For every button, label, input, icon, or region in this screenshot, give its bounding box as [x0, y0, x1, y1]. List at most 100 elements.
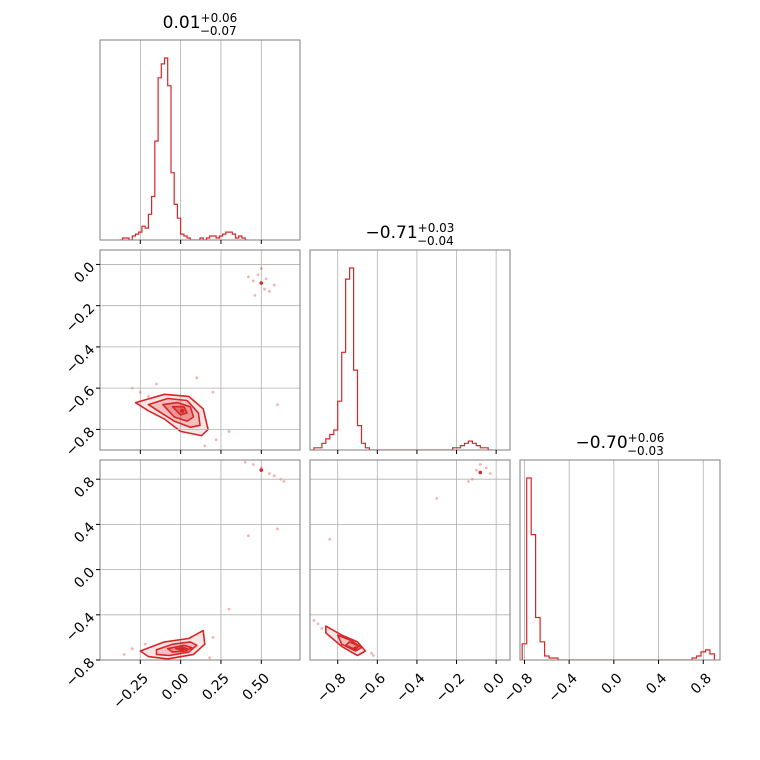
scatter-point	[211, 636, 215, 639]
x-tick-label: 0.00	[159, 670, 192, 703]
scatter-point	[143, 642, 147, 646]
scatter-point	[474, 468, 478, 472]
scatter-point	[267, 472, 271, 475]
panel-frame	[99, 39, 301, 241]
scatter-point	[227, 607, 231, 611]
panel-scatter-2-1	[309, 459, 511, 664]
histogram-line	[521, 477, 715, 660]
x-tick-label: 0.0	[599, 670, 626, 697]
y-tick-label: 0.4	[71, 519, 98, 546]
scatter-point	[328, 537, 332, 541]
scatter-point	[369, 651, 373, 655]
panel-frame	[309, 459, 511, 661]
panel-hist-1: −0.71+0.03 −0.04	[309, 221, 511, 454]
title-lower-error: −0.07	[200, 24, 237, 38]
scatter-point	[211, 390, 215, 394]
scatter-point	[155, 382, 158, 386]
y-tick-label: −0.8	[63, 424, 98, 459]
y-tick-label: 0.8	[71, 474, 98, 501]
panel-title: 0.01+0.06 −0.07	[163, 11, 238, 38]
scatter-point	[371, 654, 375, 657]
panel-frame	[99, 249, 301, 451]
scatter-point	[253, 293, 257, 297]
scatter-point	[267, 289, 271, 293]
y-tick-label: 0.0	[71, 565, 98, 592]
x-tick-label: −0.2	[433, 670, 468, 705]
scatter-point	[243, 460, 247, 464]
panel-hist-0: 0.01+0.06 −0.07	[99, 11, 301, 244]
scatter-point	[282, 480, 286, 483]
scatter-point	[146, 394, 150, 398]
scatter-point	[251, 279, 255, 283]
panel-frame	[309, 249, 511, 451]
scatter-point	[316, 622, 320, 626]
y-tick-label: −0.4	[63, 342, 98, 377]
secondary-peak	[259, 281, 264, 285]
scatter-point	[435, 497, 439, 500]
x-tick-label: 0.4	[643, 670, 670, 697]
title-value: −0.71	[366, 223, 418, 243]
density-peak	[353, 646, 358, 651]
x-tick-label: −0.8	[314, 670, 349, 705]
panel-content	[119, 57, 249, 240]
histogram-line	[310, 267, 493, 450]
density-peak	[180, 646, 185, 651]
x-tick-label: 0.25	[199, 670, 232, 703]
scatter-point	[251, 463, 255, 466]
scatter-point	[203, 444, 207, 448]
title-lower-error: −0.03	[627, 444, 664, 458]
title-lower-error: −0.04	[417, 234, 454, 248]
title-value: 0.01	[163, 13, 201, 33]
scatter-point	[138, 390, 142, 394]
x-tick-label: −0.4	[546, 670, 581, 705]
x-tick-label: −0.6	[354, 670, 389, 705]
panel-scatter-1-0	[99, 249, 301, 454]
scatter-point	[122, 652, 126, 656]
panel-content	[312, 463, 492, 657]
y-tick-label: −0.8	[63, 655, 98, 690]
panel-hist-2: −0.70+0.06 −0.03	[519, 431, 721, 664]
scatter-point	[478, 463, 482, 466]
x-tick-label: −0.8	[501, 670, 536, 705]
x-tick-label: −0.25	[110, 670, 152, 712]
scatter-point	[130, 647, 134, 651]
scatter-point	[484, 466, 488, 470]
y-tick-label: 0.0	[71, 259, 98, 286]
panel-title: −0.71+0.03 −0.04	[366, 221, 455, 248]
scatter-point	[272, 474, 276, 478]
scatter-point	[259, 267, 263, 270]
secondary-peak	[259, 468, 264, 472]
y-tick-label: −0.4	[63, 610, 98, 645]
scatter-point	[208, 656, 212, 660]
panel-content	[521, 477, 715, 660]
contour-level-4	[171, 405, 188, 416]
scatter-point	[264, 277, 268, 281]
scatter-point	[467, 480, 470, 483]
title-value: −0.70	[576, 433, 628, 453]
panel-title: −0.70+0.06 −0.03	[576, 431, 665, 458]
panel-frame	[99, 459, 301, 661]
scatter-point	[227, 430, 231, 433]
scatter-point	[276, 527, 279, 531]
scatter-point	[256, 273, 260, 277]
density-peak	[180, 408, 185, 414]
secondary-peak	[478, 470, 483, 475]
x-tick-label: −0.4	[393, 670, 428, 705]
scatter-point	[246, 275, 250, 279]
title-upper-error: +0.06	[201, 11, 238, 25]
panel-frame	[519, 459, 721, 661]
scatter-point	[272, 283, 276, 287]
y-tick-label: −0.6	[63, 383, 98, 418]
scatter-point	[246, 534, 250, 538]
panel-scatter-2-0	[99, 459, 301, 664]
x-tick-label: 0.50	[240, 670, 273, 703]
scatter-point	[276, 403, 279, 407]
scatter-point	[263, 287, 266, 291]
panel-content	[130, 267, 279, 448]
y-tick-label: −0.2	[63, 301, 98, 336]
scatter-point	[214, 438, 218, 442]
scatter-point	[312, 619, 316, 622]
x-tick-label: 0.8	[688, 670, 715, 697]
title-upper-error: +0.06	[628, 431, 665, 445]
